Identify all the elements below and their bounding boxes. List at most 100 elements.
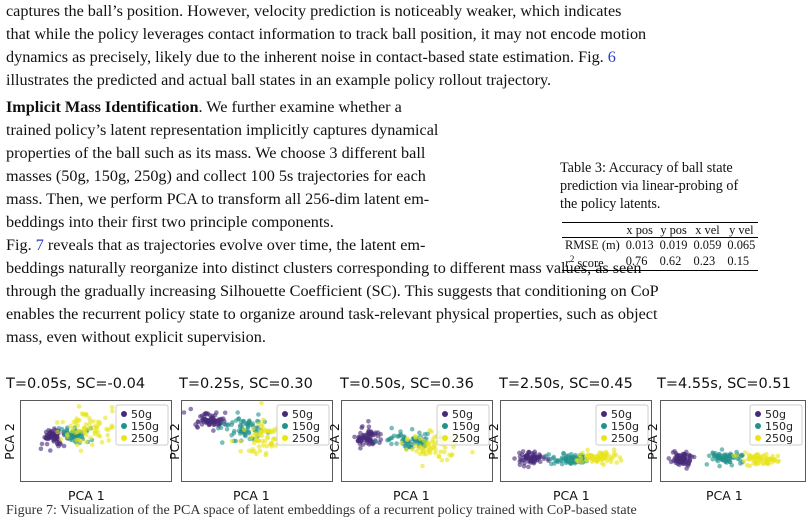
legend-label: 50g xyxy=(292,408,313,421)
scatter-point xyxy=(238,423,243,428)
scatter-point xyxy=(78,448,84,454)
scatter-point xyxy=(110,409,115,414)
x-axis-label: PCA 1 xyxy=(706,488,743,503)
legend-label: 250g xyxy=(611,432,639,445)
scatter-point xyxy=(75,429,81,434)
scatter-point xyxy=(265,435,271,441)
panel-title: T=0.50s, SC=0.36 xyxy=(340,376,474,392)
scatter-point xyxy=(50,432,55,437)
scatter-point xyxy=(86,426,92,431)
scatter-point xyxy=(684,449,689,455)
text-span: Fig. xyxy=(6,236,36,254)
paragraph-line: enables the recurrent policy state to or… xyxy=(6,305,658,323)
scatter-point xyxy=(268,441,274,447)
scatter-point xyxy=(83,439,89,445)
scatter-point xyxy=(373,431,378,437)
scatter-point xyxy=(710,456,715,462)
panel-title: T=2.50s, SC=0.45 xyxy=(499,376,633,392)
scatter-point xyxy=(410,447,415,452)
scatter-point xyxy=(377,440,382,445)
scatter-point xyxy=(422,432,428,437)
scatter-point xyxy=(246,448,252,454)
scatter-point xyxy=(432,434,437,440)
legend-label: 250g xyxy=(292,432,320,445)
paragraph-line: Fig. 7 reveals that as trajectories evol… xyxy=(6,236,425,255)
scatter-point xyxy=(389,425,394,431)
scatter-point xyxy=(584,453,590,459)
scatter-point xyxy=(607,454,613,459)
scatter-point xyxy=(59,426,65,432)
scatter-point xyxy=(687,453,693,459)
scatter-point xyxy=(264,428,269,434)
scatter-point xyxy=(761,458,766,463)
legend-marker xyxy=(282,411,288,417)
scatter-point xyxy=(717,463,722,469)
scatter-point xyxy=(241,427,247,433)
legend-label: 150g xyxy=(765,420,793,433)
scatter-point xyxy=(422,438,427,444)
table-row: RMSE (m) 0.013 0.019 0.059 0.065 xyxy=(562,238,758,253)
scatter-point xyxy=(417,436,423,441)
legend-box xyxy=(749,404,803,446)
figure-ref-link[interactable]: 7 xyxy=(35,236,44,254)
table-cell: 0.62 xyxy=(659,254,682,269)
scatter-point xyxy=(436,454,442,459)
scatter-point xyxy=(57,440,63,446)
scatter-point xyxy=(391,433,397,439)
scatter-point xyxy=(263,450,269,456)
section-heading: Implicit Mass Identification xyxy=(6,98,199,116)
scatter-point xyxy=(618,458,624,463)
scatter-point xyxy=(731,453,736,459)
scatter-point xyxy=(97,420,103,426)
scatter-point xyxy=(91,425,96,430)
scatter-point xyxy=(534,456,540,462)
scatter-point xyxy=(414,449,419,454)
scatter-point xyxy=(719,447,725,452)
figure-caption: Figure 7: Visualization of the PCA space… xyxy=(6,503,637,518)
scatter-point xyxy=(739,453,744,459)
legend-marker xyxy=(282,435,288,441)
scatter-point xyxy=(238,439,243,444)
caption-line: Table 3: Accuracy of ball state xyxy=(560,160,733,176)
scatter-point xyxy=(680,454,686,459)
paragraph-line: beddings into their first two principle … xyxy=(6,213,334,231)
y-axis-label: PCA 2 xyxy=(166,423,182,460)
scatter-point xyxy=(420,463,425,469)
legend-marker xyxy=(442,435,448,441)
x-axis-label: PCA 1 xyxy=(68,488,105,503)
scatter-point xyxy=(570,459,575,464)
legend-marker xyxy=(121,435,127,441)
scatter-point xyxy=(229,438,235,444)
panel-title: T=0.05s, SC=-0.04 xyxy=(6,376,146,392)
scatter-point xyxy=(81,425,87,431)
scatter-point xyxy=(433,450,438,456)
scatter-point xyxy=(770,453,775,459)
figure-ref-link[interactable]: 6 xyxy=(607,48,616,66)
scatter-point xyxy=(397,433,403,438)
scatter-point xyxy=(563,458,569,463)
table-cell: 0.76 xyxy=(625,254,648,269)
scatter-point xyxy=(594,459,600,465)
scatter-point xyxy=(368,430,374,435)
legend-marker xyxy=(755,423,761,429)
scatter-point xyxy=(204,419,210,424)
legend-marker xyxy=(121,423,127,429)
scatter-point xyxy=(196,419,201,425)
legend-marker xyxy=(121,411,127,417)
scatter-point xyxy=(88,435,93,441)
table-cell: 0.23 xyxy=(693,254,716,269)
scatter-point xyxy=(710,450,715,455)
table-caption: Table 3: Accuracy of ball state predicti… xyxy=(560,159,805,213)
scatter-point xyxy=(451,444,456,450)
x-axis-label: PCA 1 xyxy=(393,488,430,503)
superscript: 2 xyxy=(569,254,575,264)
scatter-point xyxy=(438,449,443,455)
scatter-point xyxy=(357,441,363,446)
scatter-point xyxy=(614,460,619,465)
caption-line: prediction via linear-probing of xyxy=(560,178,739,194)
caption-line: the policy latents. xyxy=(560,196,661,212)
legend-marker xyxy=(601,411,607,417)
results-table: x pos y pos x vel y vel RMSE (m) 0.013 0… xyxy=(562,222,759,271)
plot-frame xyxy=(341,400,493,482)
scatter-point xyxy=(61,443,67,449)
